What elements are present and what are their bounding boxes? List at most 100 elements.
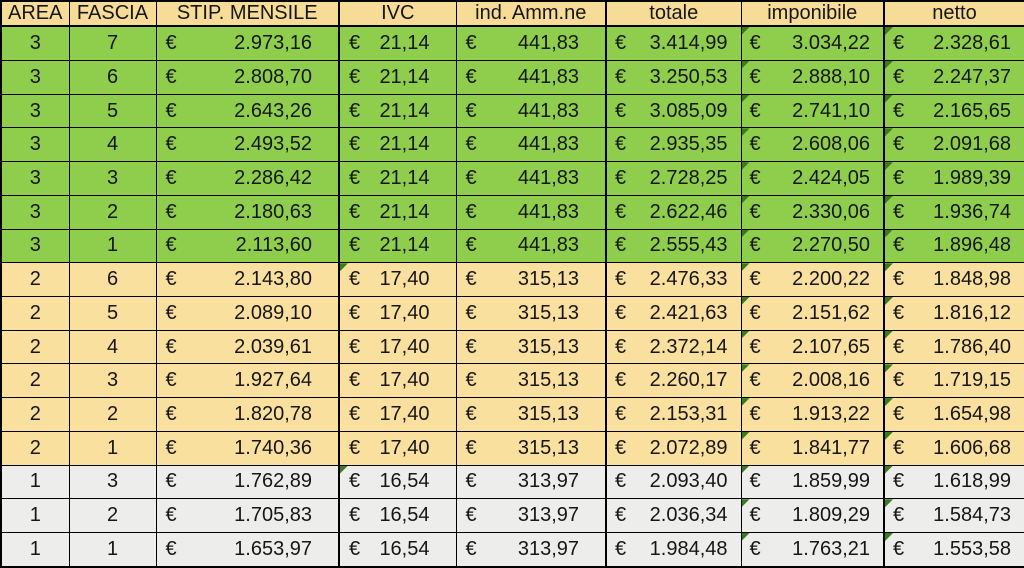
cell-fascia[interactable]: 2 — [68, 498, 157, 533]
cell-netto[interactable]: €1.584,73 — [883, 498, 1024, 533]
cell-ind[interactable]: €313,97 — [455, 498, 607, 533]
cell-imponibile[interactable]: €2.008,16 — [740, 363, 885, 399]
cell-netto[interactable]: €1.654,98 — [883, 397, 1024, 432]
cell-fascia[interactable]: 5 — [68, 93, 157, 129]
cell-netto[interactable]: €1.936,74 — [883, 194, 1024, 230]
cell-imponibile[interactable]: €1.913,22 — [740, 397, 885, 432]
cell-totale[interactable]: €2.935,35 — [605, 127, 742, 163]
cell-stip[interactable]: €2.089,10 — [155, 295, 340, 331]
cell-totale[interactable]: €3.250,53 — [605, 59, 742, 95]
cell-stip[interactable]: €1.762,89 — [155, 464, 340, 500]
cell-area[interactable]: 3 — [0, 194, 70, 230]
cell-fascia[interactable]: 1 — [68, 531, 157, 568]
cell-ind[interactable]: €441,83 — [455, 194, 607, 230]
cell-imponibile[interactable]: €2.270,50 — [740, 228, 885, 264]
cell-stip[interactable]: €2.973,16 — [155, 25, 340, 61]
cell-ind[interactable]: €441,83 — [455, 127, 607, 163]
cell-ivc[interactable]: €21,14 — [338, 25, 457, 61]
cell-imponibile[interactable]: €2.151,62 — [740, 295, 885, 331]
cell-fascia[interactable]: 1 — [68, 430, 157, 466]
cell-ind[interactable]: €441,83 — [455, 161, 607, 196]
cell-area[interactable]: 3 — [0, 59, 70, 95]
cell-area[interactable]: 3 — [0, 161, 70, 196]
cell-ivc[interactable]: €17,40 — [338, 363, 457, 399]
cell-area[interactable]: 2 — [0, 329, 70, 365]
column-header-totale[interactable]: totale — [605, 0, 742, 27]
cell-netto[interactable]: €1.719,15 — [883, 363, 1024, 399]
cell-ivc[interactable]: €16,54 — [338, 498, 457, 533]
cell-fascia[interactable]: 3 — [68, 161, 157, 196]
cell-totale[interactable]: €2.260,17 — [605, 363, 742, 399]
cell-stip[interactable]: €2.180,63 — [155, 194, 340, 230]
cell-stip[interactable]: €2.039,61 — [155, 329, 340, 365]
cell-stip[interactable]: €1.927,64 — [155, 363, 340, 399]
cell-netto[interactable]: €1.896,48 — [883, 228, 1024, 264]
cell-ivc[interactable]: €21,14 — [338, 161, 457, 196]
cell-stip[interactable]: €2.493,52 — [155, 127, 340, 163]
column-header-area[interactable]: AREA — [0, 0, 70, 27]
cell-fascia[interactable]: 5 — [68, 295, 157, 331]
cell-ind[interactable]: €315,13 — [455, 430, 607, 466]
cell-area[interactable]: 3 — [0, 228, 70, 264]
cell-imponibile[interactable]: €2.741,10 — [740, 93, 885, 129]
cell-imponibile[interactable]: €2.608,06 — [740, 127, 885, 163]
cell-ind[interactable]: €313,97 — [455, 531, 607, 568]
cell-ind[interactable]: €315,13 — [455, 262, 607, 297]
cell-ivc[interactable]: €17,40 — [338, 397, 457, 432]
cell-netto[interactable]: €1.606,68 — [883, 430, 1024, 466]
cell-fascia[interactable]: 4 — [68, 127, 157, 163]
cell-imponibile[interactable]: €1.859,99 — [740, 464, 885, 500]
cell-fascia[interactable]: 7 — [68, 25, 157, 61]
cell-ivc[interactable]: €17,40 — [338, 262, 457, 297]
cell-area[interactable]: 2 — [0, 397, 70, 432]
cell-stip[interactable]: €1.740,36 — [155, 430, 340, 466]
cell-ivc[interactable]: €21,14 — [338, 59, 457, 95]
column-header-netto[interactable]: netto — [883, 0, 1024, 27]
cell-totale[interactable]: €2.372,14 — [605, 329, 742, 365]
cell-ind[interactable]: €441,83 — [455, 228, 607, 264]
cell-netto[interactable]: €2.328,61 — [883, 25, 1024, 61]
column-header-fascia[interactable]: FASCIA — [68, 0, 157, 27]
cell-area[interactable]: 2 — [0, 363, 70, 399]
cell-ind[interactable]: €315,13 — [455, 295, 607, 331]
cell-ind[interactable]: €441,83 — [455, 93, 607, 129]
cell-netto[interactable]: €2.091,68 — [883, 127, 1024, 163]
cell-area[interactable]: 3 — [0, 93, 70, 129]
cell-ivc[interactable]: €21,14 — [338, 127, 457, 163]
cell-ind[interactable]: €315,13 — [455, 397, 607, 432]
column-header-stip[interactable]: STIP. MENSILE — [155, 0, 340, 27]
cell-ind[interactable]: €315,13 — [455, 329, 607, 365]
cell-stip[interactable]: €2.286,42 — [155, 161, 340, 196]
cell-area[interactable]: 1 — [0, 531, 70, 568]
cell-imponibile[interactable]: €2.888,10 — [740, 59, 885, 95]
cell-stip[interactable]: €1.653,97 — [155, 531, 340, 568]
cell-netto[interactable]: €1.989,39 — [883, 161, 1024, 196]
cell-ind[interactable]: €315,13 — [455, 363, 607, 399]
cell-imponibile[interactable]: €2.330,06 — [740, 194, 885, 230]
cell-totale[interactable]: €2.622,46 — [605, 194, 742, 230]
cell-stip[interactable]: €2.143,80 — [155, 262, 340, 297]
cell-ind[interactable]: €313,97 — [455, 464, 607, 500]
cell-area[interactable]: 2 — [0, 295, 70, 331]
cell-ivc[interactable]: €17,40 — [338, 430, 457, 466]
cell-stip[interactable]: €2.643,26 — [155, 93, 340, 129]
cell-netto[interactable]: €2.165,65 — [883, 93, 1024, 129]
cell-ivc[interactable]: €17,40 — [338, 329, 457, 365]
cell-area[interactable]: 2 — [0, 430, 70, 466]
cell-fascia[interactable]: 4 — [68, 329, 157, 365]
cell-imponibile[interactable]: €2.200,22 — [740, 262, 885, 297]
cell-totale[interactable]: €2.036,34 — [605, 498, 742, 533]
cell-imponibile[interactable]: €2.107,65 — [740, 329, 885, 365]
cell-ivc[interactable]: €17,40 — [338, 295, 457, 331]
cell-ivc[interactable]: €21,14 — [338, 228, 457, 264]
cell-totale[interactable]: €2.728,25 — [605, 161, 742, 196]
cell-ivc[interactable]: €21,14 — [338, 194, 457, 230]
cell-ivc[interactable]: €16,54 — [338, 464, 457, 500]
cell-ivc[interactable]: €21,14 — [338, 93, 457, 129]
cell-netto[interactable]: €1.618,99 — [883, 464, 1024, 500]
cell-netto[interactable]: €1.553,58 — [883, 531, 1024, 568]
column-header-ind[interactable]: ind. Amm.ne — [455, 0, 607, 27]
cell-stip[interactable]: €1.705,83 — [155, 498, 340, 533]
cell-fascia[interactable]: 3 — [68, 464, 157, 500]
cell-totale[interactable]: €2.072,89 — [605, 430, 742, 466]
